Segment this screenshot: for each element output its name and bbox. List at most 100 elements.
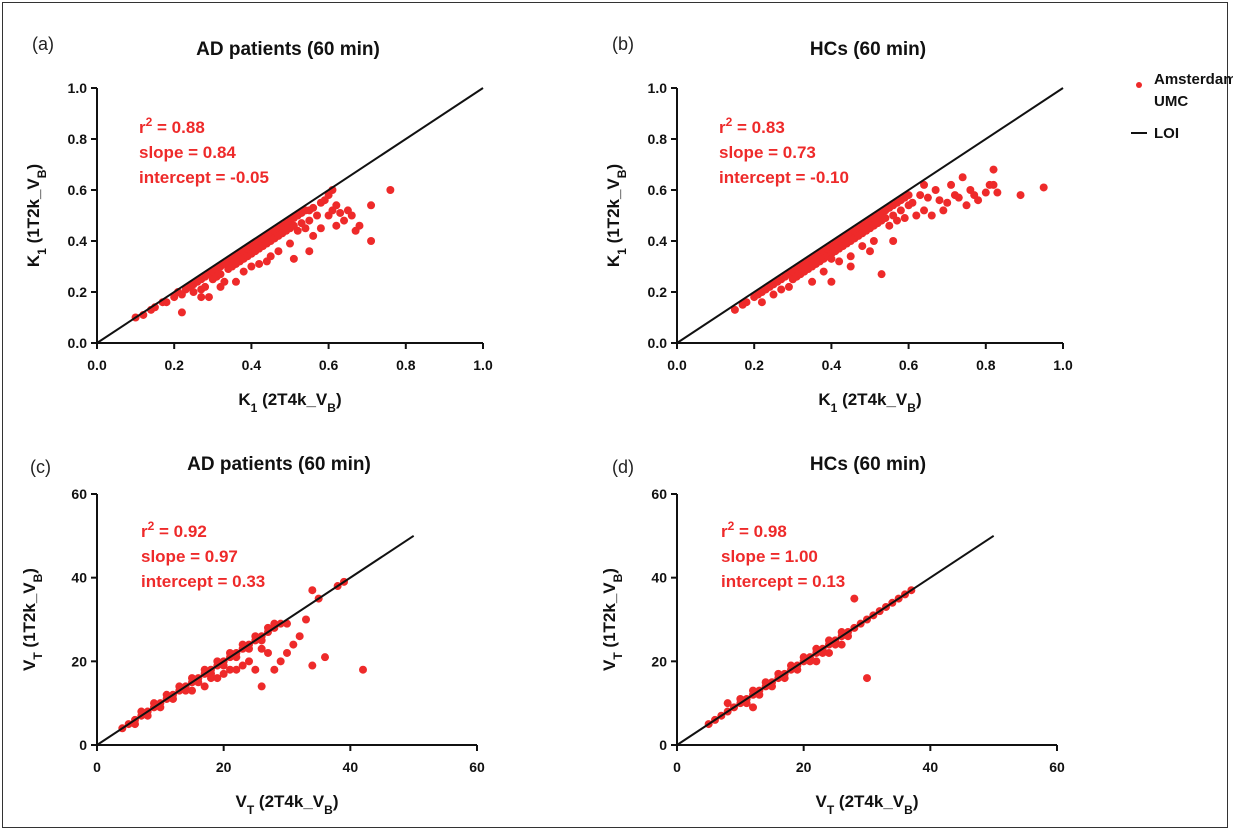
panel-title: HCs (60 min) [810, 39, 926, 60]
slope-annotation: slope = 0.84 [139, 143, 236, 162]
data-point [308, 661, 317, 670]
data-point [336, 208, 345, 217]
data-point [920, 206, 929, 215]
data-point [812, 657, 821, 666]
x-tick-label: 40 [343, 759, 359, 775]
data-point [386, 186, 395, 194]
slope-annotation: slope = 0.73 [719, 143, 816, 162]
data-point [916, 191, 925, 200]
y-axis-label: K1 (1T2k_VB) [604, 164, 629, 267]
data-point [935, 196, 944, 205]
x-tick-label: 0.6 [899, 357, 919, 373]
y-axis-label: K1 (1T2k_VB) [24, 164, 49, 267]
data-point [877, 270, 886, 279]
data-point [989, 180, 998, 189]
data-point [742, 298, 751, 307]
y-tick-label: 0.2 [68, 284, 88, 300]
y-tick-label: 40 [651, 570, 667, 586]
intercept-annotation: intercept = -0.05 [139, 168, 269, 187]
intercept-annotation: intercept = -0.10 [719, 168, 849, 187]
x-tick-label: 60 [469, 759, 485, 775]
data-point [340, 216, 349, 225]
y-axis-label: VT (1T2k_VB) [600, 568, 625, 671]
data-point [309, 231, 318, 240]
slope-annotation: slope = 0.97 [141, 547, 238, 566]
data-point [305, 247, 314, 256]
loi-line [96, 87, 484, 344]
data-point [216, 270, 225, 279]
data-point [866, 247, 874, 256]
data-point [262, 257, 271, 266]
data-point [920, 180, 929, 189]
x-tick-label: 60 [1049, 759, 1065, 775]
scatter-panel-3: (c) AD patients (60 min) 0 20 40 60 0 20 40 60 VT … [20, 454, 485, 817]
scatter-panel-4: (d) HCs (60 min) 0 20 40 60 0 20 40 60 VT (2T4k_VB… [600, 454, 1065, 817]
data-point [226, 665, 234, 674]
panel-letter: (d) [612, 457, 634, 477]
loi-line [676, 87, 1064, 344]
data-point [869, 237, 878, 245]
x-tick-label: 0.6 [319, 357, 339, 373]
data-point [359, 665, 367, 674]
x-tick-label: 0.0 [667, 357, 687, 373]
r-squared-annotation: r2 = 0.92 [141, 519, 207, 541]
scatter-panel-1: (a) AD patients (60 min) 0.0 0.2 0.4 0.6 0.8 1.… [24, 34, 493, 415]
data-point [313, 211, 322, 220]
x-tick-label: 0.2 [744, 357, 764, 373]
data-point [989, 165, 998, 174]
data-point [367, 237, 376, 245]
data-point [321, 653, 329, 662]
data-point [825, 648, 833, 657]
panel-title: AD patients (60 min) [187, 454, 371, 475]
data-point [231, 277, 240, 286]
data-point [197, 293, 206, 302]
data-point [289, 640, 298, 649]
data-point [993, 188, 1002, 197]
data-point [846, 252, 855, 261]
data-point [332, 201, 341, 210]
legend-label-amsterdam: Amsterdam [1154, 71, 1233, 88]
data-point [954, 193, 963, 202]
y-tick-label: 20 [71, 653, 87, 669]
data-point [769, 290, 778, 299]
x-tick-label: 1.0 [1053, 357, 1073, 373]
y-tick-label: 0.6 [648, 182, 668, 198]
y-tick-label: 20 [651, 653, 667, 669]
data-point [189, 288, 198, 296]
data-point [219, 669, 228, 678]
data-point [264, 648, 272, 657]
data-point [293, 226, 302, 235]
data-point [757, 298, 766, 307]
data-point [188, 686, 196, 695]
data-point [162, 298, 171, 307]
data-point [931, 186, 940, 194]
r-squared-annotation: r2 = 0.98 [721, 519, 787, 541]
data-point [216, 282, 225, 291]
panel-letter: (c) [30, 457, 51, 477]
data-point [889, 237, 898, 245]
data-point [808, 277, 817, 286]
y-tick-label: 0.8 [648, 131, 668, 147]
data-point [908, 198, 917, 207]
data-point [239, 267, 248, 276]
data-point [749, 703, 757, 712]
data-point [777, 285, 786, 294]
loi-line [676, 534, 995, 746]
data-point [201, 282, 210, 291]
data-point [893, 216, 902, 225]
x-tick-label: 20 [216, 759, 232, 775]
x-tick-label: 0.0 [87, 357, 107, 373]
data-point [332, 221, 341, 230]
intercept-annotation: intercept = 0.13 [721, 572, 845, 591]
data-point [245, 657, 253, 666]
r-squared-annotation: r2 = 0.88 [139, 115, 205, 137]
y-tick-label: 60 [71, 486, 87, 502]
x-tick-label: 0.4 [242, 357, 262, 373]
y-tick-label: 0.6 [68, 182, 88, 198]
y-tick-label: 1.0 [648, 80, 668, 96]
data-point [207, 674, 215, 683]
x-tick-label: 0 [673, 759, 681, 775]
legend-label-loi: LOI [1154, 125, 1179, 142]
panel-title: HCs (60 min) [810, 454, 926, 475]
